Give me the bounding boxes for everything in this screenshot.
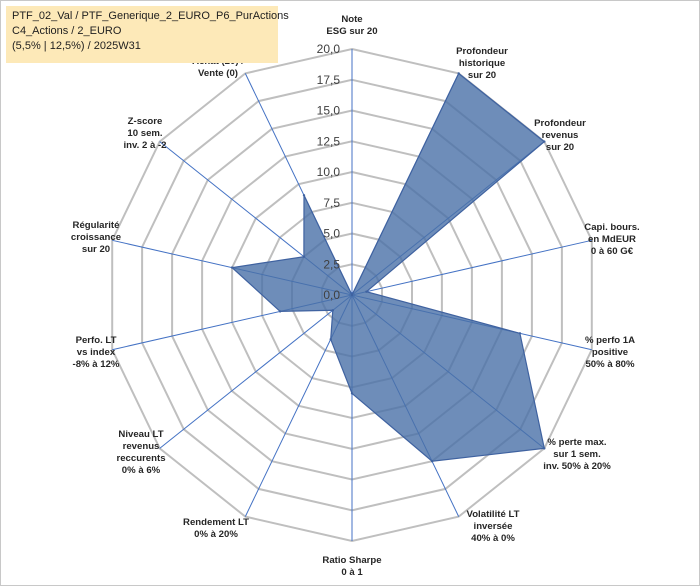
axis-label-6-line-2: 40% à 0% <box>471 533 515 544</box>
axis-label-9-line-1: revenus <box>123 441 160 452</box>
series-area <box>230 72 546 462</box>
axis-label-0-line-1: ESG sur 20 <box>326 26 377 37</box>
data-point-0 <box>350 293 354 297</box>
axis-label-7-line-1: 0 à 1 <box>341 567 363 578</box>
radar-tick-labels: 0,0 2,5 5,0 7,5 10,0 12,5 15,0 17,5 20,0 <box>317 42 341 302</box>
axis-label-12-line-2: inv. 2 à -2 <box>123 140 166 151</box>
axis-label-2: Profondeur revenus sur 20 <box>534 118 586 153</box>
axis-label-4-line-0: % perfo 1A <box>585 335 635 346</box>
data-point-5 <box>543 447 546 450</box>
axis-label-12: Z-score 10 sem. inv. 2 à -2 <box>123 116 166 151</box>
axis-label-1-line-2: sur 20 <box>468 70 496 81</box>
axis-label-4: % perfo 1A positive 50% à 80% <box>585 335 635 370</box>
data-point-1 <box>457 72 460 75</box>
data-point-13 <box>302 194 306 197</box>
data-point-3 <box>365 290 368 293</box>
axis-label-11: Régularité croissance sur 20 <box>71 220 121 255</box>
data-point-8 <box>329 338 332 341</box>
axis-label-3: Capi. bours. en MdEUR 0 à 60 G€ <box>584 222 639 257</box>
axis-label-11-line-2: sur 20 <box>82 244 110 255</box>
tick-label-3: 7,5 <box>323 196 340 210</box>
spoke-9 <box>159 294 353 449</box>
data-point-10 <box>278 310 282 313</box>
axis-label-1-line-1: historique <box>459 58 505 69</box>
tick-label-4: 10,0 <box>317 165 341 179</box>
axis-label-8-line-0: Rendement LT <box>183 517 249 528</box>
axis-label-8-line-1: 0% à 20% <box>194 529 238 540</box>
data-point-6 <box>430 460 434 463</box>
axis-label-6: Volatilité LT inversée 40% à 0% <box>467 509 520 544</box>
data-point-11 <box>230 266 234 269</box>
axis-label-5-line-1: sur 1 sem. <box>553 449 600 460</box>
data-point-4 <box>518 332 522 335</box>
title-line-3: (5,5% | 12,5%) / 2025W31 <box>12 40 141 52</box>
tick-label-1: 2,5 <box>323 257 340 271</box>
axis-label-9: Niveau LT revenus reccurents 0% à 6% <box>116 429 165 476</box>
axis-label-2-line-0: Profondeur <box>534 118 586 129</box>
axis-label-5-line-0: % perte max. <box>547 437 606 448</box>
spoke-3 <box>351 239 592 296</box>
axis-label-6-line-1: inversée <box>474 521 513 532</box>
axis-label-9-line-0: Niveau LT <box>118 429 163 440</box>
axis-label-3-line-0: Capi. bours. <box>584 222 639 233</box>
axis-label-12-line-0: Z-score <box>128 116 163 127</box>
axis-label-3-line-2: 0 à 60 G€ <box>591 246 634 257</box>
axis-label-0-line-0: Note <box>341 14 362 25</box>
chart-title-box: PTF_02_Val / PTF_Generique_2_EURO_P6_Pur… <box>6 6 289 63</box>
axis-label-10-line-2: -8% à 12% <box>73 359 120 370</box>
axis-label-1: Profondeur historique sur 20 <box>456 46 508 81</box>
axis-label-10: Perfo. LT vs index -8% à 12% <box>73 335 120 370</box>
tick-label-6: 15,0 <box>317 104 341 118</box>
axis-label-13-line-2: Vente (0) <box>198 68 238 79</box>
title-line-1: PTF_02_Val / PTF_Generique_2_EURO_P6_Pur… <box>12 10 289 22</box>
axis-label-5: % perte max. sur 1 sem. inv. 50% à 20% <box>543 437 611 472</box>
axis-label-10-line-0: Perfo. LT <box>76 335 117 346</box>
axis-label-11-line-0: Régularité <box>73 220 120 231</box>
title-line-2: C4_Actions / 2_EURO <box>12 25 122 37</box>
axis-label-10-line-1: vs index <box>77 347 116 358</box>
axis-label-9-line-3: 0% à 6% <box>122 465 161 476</box>
axis-label-4-line-1: positive <box>592 347 628 358</box>
data-point-2 <box>543 140 546 143</box>
data-point-7 <box>350 392 354 395</box>
tick-label-0: 0,0 <box>323 288 340 302</box>
tick-label-7: 17,5 <box>317 73 341 87</box>
axis-label-6-line-0: Volatilité LT <box>467 509 520 520</box>
axis-label-11-line-1: croissance <box>71 232 121 243</box>
axis-label-2-line-1: revenus <box>542 130 579 141</box>
axis-label-2-line-2: sur 20 <box>546 142 574 153</box>
axis-label-1-line-0: Profondeur <box>456 46 508 57</box>
axis-label-9-line-2: reccurents <box>116 453 165 464</box>
tick-label-8: 20,0 <box>317 42 341 56</box>
axis-label-0: Note ESG sur 20 <box>326 14 377 37</box>
axis-label-7-line-0: Ratio Sharpe <box>322 555 381 566</box>
axis-label-3-line-1: en MdEUR <box>588 234 636 245</box>
axis-label-5-line-2: inv. 50% à 20% <box>543 461 611 472</box>
tick-label-5: 12,5 <box>317 134 341 148</box>
axis-label-7: Ratio Sharpe 0 à 1 <box>322 555 381 578</box>
radar-series <box>230 72 546 463</box>
data-point-12 <box>302 255 306 258</box>
axis-label-8: Rendement LT 0% à 20% <box>183 517 249 540</box>
axis-label-4-line-2: 50% à 80% <box>585 359 635 370</box>
axis-label-12-line-1: 10 sem. <box>127 128 162 139</box>
data-point-9 <box>331 309 334 312</box>
tick-label-2: 5,0 <box>323 227 340 241</box>
